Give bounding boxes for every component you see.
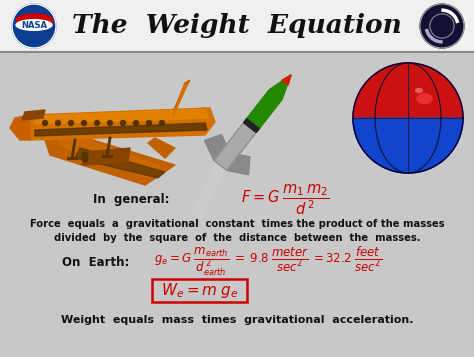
Text: Weight  equals  mass  times  gravitational  acceleration.: Weight equals mass times gravitational a…	[61, 315, 413, 325]
Polygon shape	[35, 109, 208, 124]
Polygon shape	[244, 119, 259, 132]
Circle shape	[69, 121, 73, 126]
Polygon shape	[173, 83, 188, 116]
Circle shape	[43, 121, 47, 126]
Polygon shape	[353, 63, 408, 118]
Polygon shape	[227, 155, 250, 175]
Text: $F = G\;\dfrac{m_1\,m_2}{d^{\,2}}$: $F = G\;\dfrac{m_1\,m_2}{d^{\,2}}$	[241, 182, 329, 217]
Text: On  Earth:: On Earth:	[62, 256, 129, 268]
Polygon shape	[193, 162, 224, 220]
Text: NASA: NASA	[21, 20, 47, 30]
FancyBboxPatch shape	[153, 278, 247, 302]
Polygon shape	[58, 132, 160, 178]
Circle shape	[420, 4, 464, 48]
Polygon shape	[75, 148, 165, 178]
Polygon shape	[82, 148, 130, 165]
Polygon shape	[269, 75, 291, 100]
Polygon shape	[282, 75, 291, 85]
Polygon shape	[35, 123, 207, 136]
Polygon shape	[353, 118, 408, 173]
Circle shape	[134, 121, 138, 126]
Text: The  Weight  Equation: The Weight Equation	[72, 14, 402, 39]
Circle shape	[120, 121, 126, 126]
Circle shape	[82, 121, 86, 126]
Polygon shape	[10, 115, 30, 140]
Circle shape	[108, 121, 112, 126]
Text: Force  equals  a  gravitational  constant  times the product of the masses: Force equals a gravitational constant ti…	[30, 219, 444, 229]
Text: $g_e = G\;\dfrac{m_{earth}}{d^{\,2}_{earth}}\;=\;9.8\;\dfrac{meter}{sec^2}\;=32.: $g_e = G\;\dfrac{m_{earth}}{d^{\,2}_{ear…	[154, 246, 382, 278]
Bar	[0, 0, 474, 52]
Polygon shape	[148, 138, 175, 158]
Polygon shape	[20, 108, 215, 140]
Bar	[0, 53, 474, 357]
Polygon shape	[408, 63, 463, 118]
Text: $W_e = m\;g_e$: $W_e = m\;g_e$	[161, 281, 239, 300]
Text: In  general:: In general:	[93, 193, 170, 206]
Polygon shape	[165, 108, 205, 122]
Ellipse shape	[82, 152, 88, 162]
Ellipse shape	[415, 88, 423, 93]
Circle shape	[12, 4, 56, 48]
Circle shape	[353, 63, 463, 173]
Ellipse shape	[416, 93, 433, 104]
Polygon shape	[172, 80, 190, 115]
Polygon shape	[45, 130, 175, 185]
Polygon shape	[245, 90, 282, 131]
Text: divided  by  the  square  of  the  distance  between  the  masses.: divided by the square of the distance be…	[54, 233, 420, 243]
Polygon shape	[214, 90, 282, 170]
Circle shape	[94, 121, 100, 126]
Circle shape	[55, 121, 61, 126]
Ellipse shape	[15, 19, 53, 31]
Circle shape	[159, 121, 164, 126]
Circle shape	[146, 121, 152, 126]
Polygon shape	[22, 110, 45, 120]
Polygon shape	[167, 110, 203, 120]
Polygon shape	[408, 118, 463, 173]
Polygon shape	[204, 135, 226, 161]
